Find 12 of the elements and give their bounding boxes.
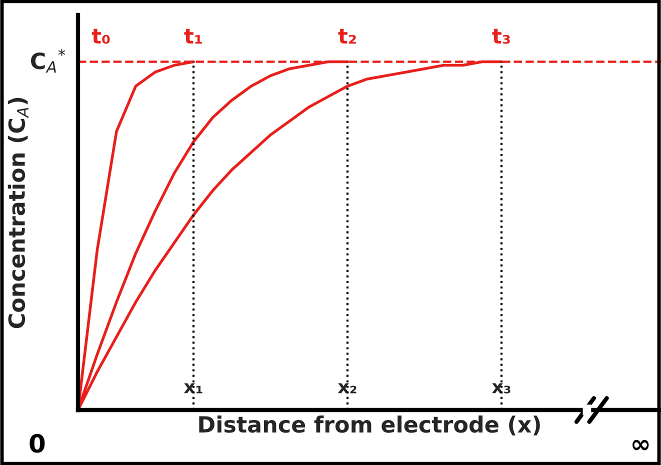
text: ∞ — [632, 440, 649, 450]
ref-line-label: t₁ — [184, 28, 202, 44]
x-tick-label: x₃ — [492, 383, 510, 394]
y-axis-title: Concentration (C$_{A}$) — [8, 98, 28, 328]
text: 0 — [30, 434, 45, 453]
ref-line-label: t₃ — [492, 28, 510, 44]
ref-line-label: C$_{A}$$^{*}$ — [31, 48, 66, 73]
text: t₀ — [92, 28, 110, 44]
x-tick-label: x₁ — [184, 383, 202, 394]
x-axis-title: Distance from electrode (x) — [199, 416, 540, 436]
ref-line-label: t₂ — [338, 28, 356, 44]
x-tick-label: x₂ — [338, 383, 356, 394]
